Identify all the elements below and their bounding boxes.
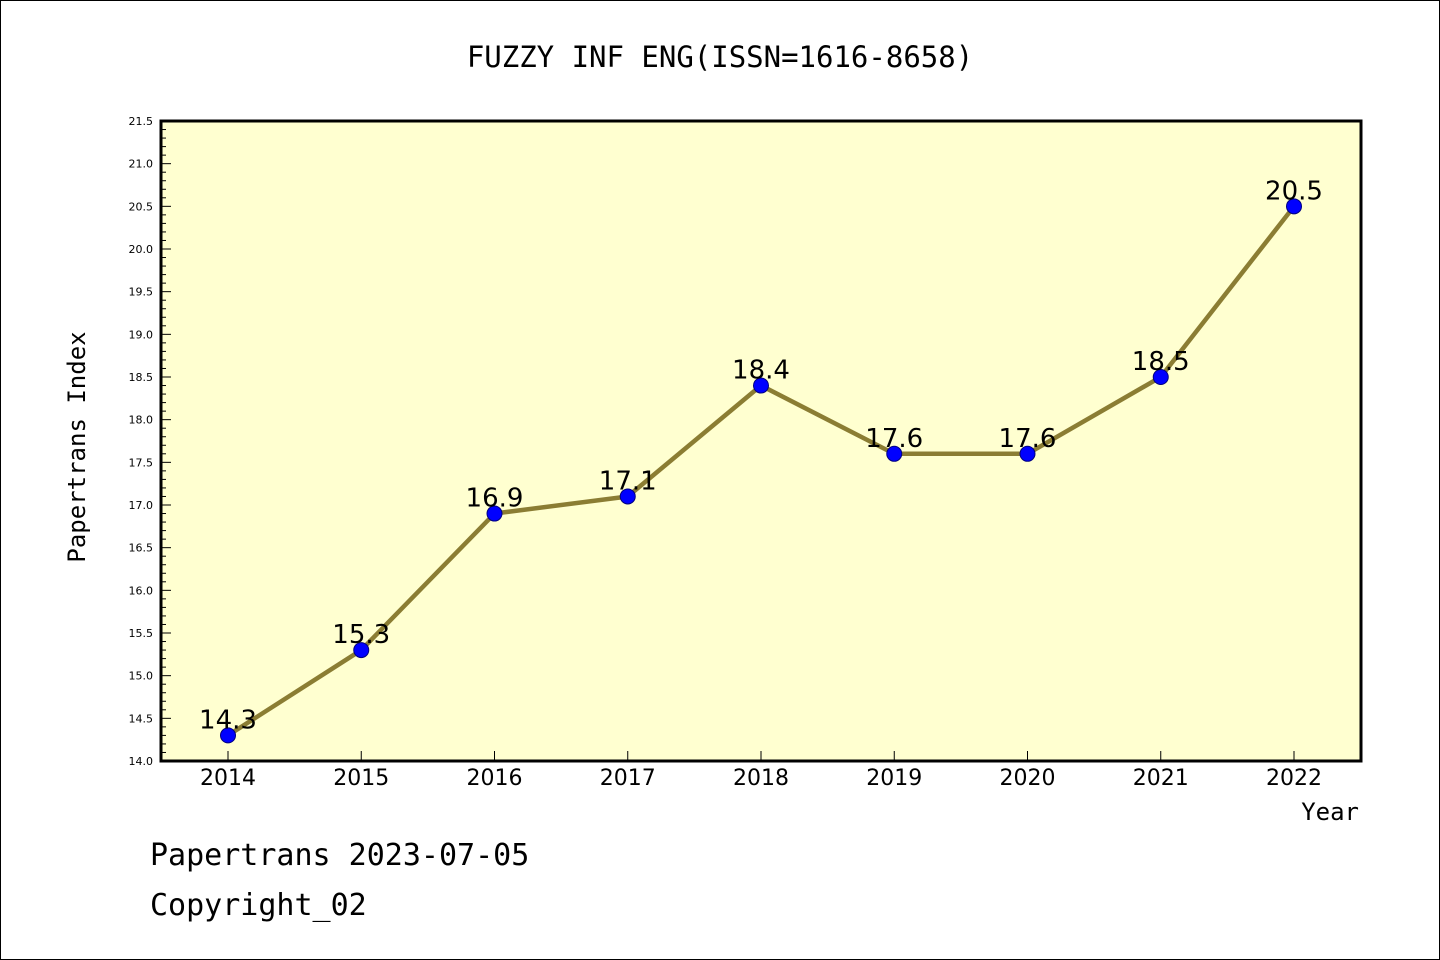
data-point [1019, 445, 1036, 462]
y-tick-label: 14.5 [129, 712, 154, 725]
x-axis-ticks: 2014 2015 2016 2017 2018 2019 2020 2021 2022 [200, 751, 1322, 791]
y-tick-label: 21.0 [129, 158, 154, 171]
y-tick-label: 19.0 [129, 328, 154, 341]
data-point [220, 727, 236, 744]
x-tick-label: 2015 [333, 766, 389, 791]
data-point [753, 377, 769, 394]
data-label: 17.6 [865, 424, 923, 454]
chart-title: FUZZY INF ENG(ISSN=1616-8658) [467, 40, 973, 74]
x-tick-label: 2018 [733, 766, 789, 791]
y-tick-label: 18.5 [129, 371, 154, 384]
x-tick-label: 2022 [1266, 766, 1322, 791]
y-tick-label: 20.0 [129, 243, 154, 256]
data-label: 18.5 [1132, 347, 1190, 377]
data-label: 20.5 [1265, 176, 1323, 206]
series-group: 14.3 15.3 16.9 17.1 18.4 17.6 17.6 18.5 20.5 [199, 176, 1323, 744]
plot-border [159, 119, 1363, 763]
y-axis-label: Papertrans Index [63, 331, 91, 562]
data-label: 14.3 [199, 705, 257, 735]
y-tick-label: 21.5 [129, 115, 154, 128]
y-axis-ticks: 14.0 14.5 15.0 15.5 16.0 16.5 17.0 17.5 18.0 18.5… [129, 115, 171, 768]
y-tick-label: 14.0 [129, 755, 154, 768]
data-label: 16.9 [466, 484, 524, 514]
y-tick-label: 17.5 [129, 456, 154, 469]
y-tick-label: 15.5 [129, 627, 154, 640]
data-point [486, 505, 503, 522]
data-label: 17.6 [999, 424, 1057, 454]
data-point [619, 488, 636, 505]
y-tick-label: 18.0 [129, 414, 154, 427]
x-tick-label: 2019 [866, 766, 922, 791]
x-tick-label: 2017 [600, 766, 656, 791]
footer-copyright: Copyright_02 [150, 888, 367, 923]
data-point [353, 642, 370, 659]
data-label: 15.3 [332, 620, 390, 650]
data-point [1286, 198, 1302, 215]
x-tick-label: 2020 [1000, 766, 1056, 791]
data-label: 17.1 [599, 466, 657, 496]
data-point [886, 445, 903, 462]
data-label: 18.4 [732, 356, 790, 386]
y-tick-label: 20.5 [129, 200, 154, 213]
footer-date: Papertrans 2023-07-05 [150, 838, 529, 873]
y-tick-label: 16.5 [129, 542, 154, 555]
y-tick-label: 16.0 [129, 584, 154, 597]
y-tick-label: 15.0 [129, 670, 154, 683]
y-tick-label: 17.0 [129, 499, 154, 512]
y-tick-label: 19.5 [129, 286, 154, 299]
x-tick-label: 2021 [1133, 766, 1189, 791]
data-point [1152, 369, 1169, 385]
x-tick-label: 2014 [200, 766, 256, 791]
x-axis-label: Year [1301, 798, 1359, 826]
x-tick-label: 2016 [467, 766, 523, 791]
